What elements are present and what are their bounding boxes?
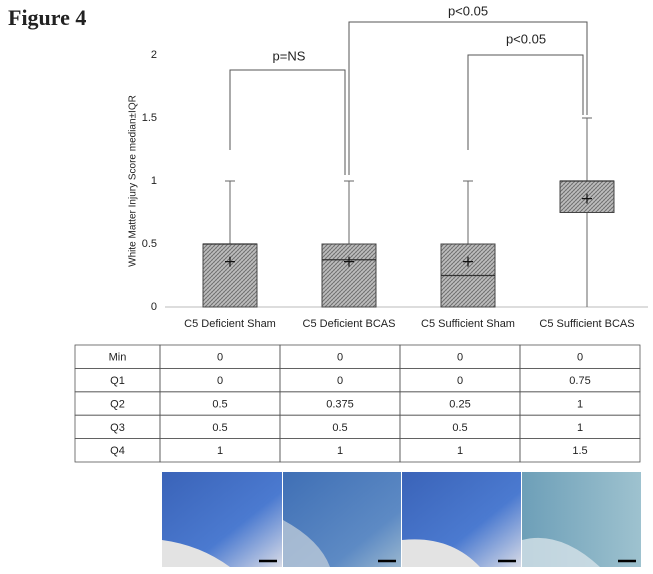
table-cell-text: 1 — [217, 445, 223, 457]
table-cell-text: Q2 — [110, 398, 125, 410]
table-cell-text: 0 — [337, 352, 343, 364]
significance-bracket — [229, 69, 346, 175]
table-cell-text: 0 — [577, 352, 583, 364]
x-tick-label: C5 Deficient Sham — [184, 318, 276, 330]
box — [321, 243, 377, 308]
table-cell-text: 1 — [457, 445, 463, 457]
table-cell-text: 0.25 — [449, 398, 470, 410]
table-cell-text: Min — [109, 352, 127, 364]
y-tick-label: 1.5 — [142, 112, 157, 124]
table-cell-text: 0 — [457, 352, 463, 364]
table-cell-text: 0.5 — [452, 422, 467, 434]
table-cell-text: 0.375 — [326, 398, 354, 410]
mean-marker — [582, 193, 592, 204]
y-tick-label: 1 — [151, 175, 157, 187]
significance-bracket — [348, 21, 588, 175]
table-cell-text: 0 — [217, 352, 223, 364]
table-cell — [519, 438, 641, 463]
mean-marker — [463, 256, 473, 267]
y-tick-label: 0.5 — [142, 238, 157, 250]
histology-panels — [162, 472, 641, 567]
table-cell-text: 1 — [577, 398, 583, 410]
mean-marker — [225, 256, 235, 267]
y-tick-label: 2 — [151, 49, 157, 61]
x-tick-label: C5 Sufficient Sham — [421, 318, 515, 330]
table-cell-text: Q1 — [110, 375, 125, 387]
table-cell-text: 0 — [457, 375, 463, 387]
table-cell-text: 0 — [337, 375, 343, 387]
significance-bracket — [467, 54, 584, 150]
table-cell-text: 1 — [337, 445, 343, 457]
significance-label: p<0.05 — [506, 31, 546, 46]
table-cell-text: 1.5 — [572, 445, 587, 457]
significance-label: p<0.05 — [448, 3, 488, 18]
table-cell-text: 0.5 — [212, 398, 227, 410]
box — [202, 243, 258, 308]
x-tick-label: C5 Deficient BCAS — [303, 318, 396, 330]
table-cell-text: 0 — [217, 375, 223, 387]
y-tick-label: 0 — [151, 301, 157, 313]
figure-title: Figure 4 — [8, 5, 86, 30]
mean-marker — [344, 256, 354, 267]
table-cell-text: 0.5 — [332, 422, 347, 434]
table-cell-text: 0.75 — [569, 375, 590, 387]
table-cell-text: Q3 — [110, 422, 125, 434]
significance-label: p=NS — [273, 48, 306, 63]
table-cell-text: Q4 — [110, 445, 125, 457]
table-cell-text: 0.5 — [212, 422, 227, 434]
x-tick-label: C5 Sufficient BCAS — [539, 318, 634, 330]
table-cell-text: 1 — [577, 422, 583, 434]
y-axis-label: White Matter Injury Score median±IQR — [128, 95, 139, 267]
